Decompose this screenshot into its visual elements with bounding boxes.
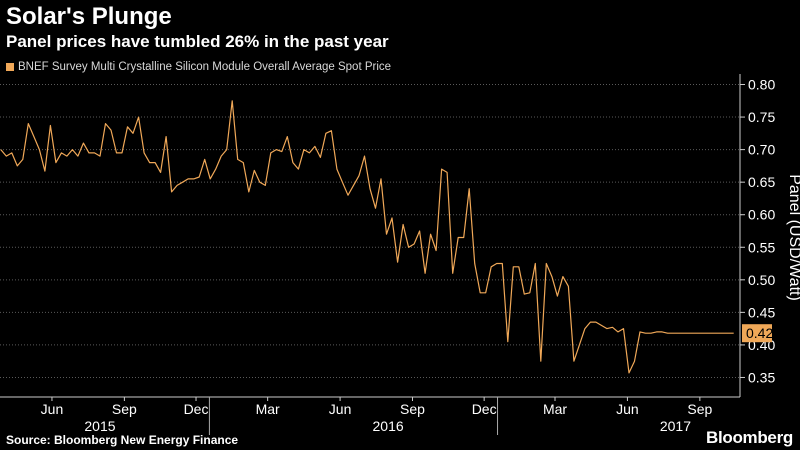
x-tick-label: Jun — [41, 401, 64, 417]
y-tick-label: 0.45 — [748, 304, 775, 320]
y-tick-label: 0.55 — [748, 239, 775, 255]
y-tick-label: 0.70 — [748, 142, 775, 158]
y-tick-label: 0.60 — [748, 207, 775, 223]
y-tick-label: 0.65 — [748, 174, 775, 190]
x-year-label: 2017 — [660, 418, 691, 434]
y-tick-label: 0.75 — [748, 109, 775, 125]
source-note: Source: Bloomberg New Energy Finance — [6, 433, 239, 447]
x-tick-label: Dec — [472, 401, 497, 417]
x-tick-label: Mar — [543, 401, 567, 417]
bloomberg-logo: Bloomberg — [705, 428, 793, 447]
x-tick-label: Sep — [400, 401, 425, 417]
series-line — [0, 100, 734, 374]
y-tick-label: 0.80 — [748, 77, 775, 93]
y-tick-label: 0.35 — [748, 369, 775, 385]
legend: BNEF Survey Multi Crystalline Silicon Mo… — [6, 61, 391, 73]
x-tick-label: Jun — [329, 401, 352, 417]
x-tick-label: Sep — [687, 401, 712, 417]
chart-subtitle: Panel prices have tumbled 26% in the pas… — [6, 32, 389, 51]
last-value-label: 0.42 — [746, 325, 773, 341]
x-tick-label: Dec — [184, 401, 209, 417]
x-tick-label: Sep — [112, 401, 137, 417]
chart-title: Solar's Plunge — [6, 3, 172, 30]
x-tick-label: Jun — [616, 401, 639, 417]
y-tick-label: 0.50 — [748, 272, 775, 288]
x-year-label: 2015 — [84, 418, 115, 434]
y-axis-label: Panel (USD/Watt) — [786, 174, 800, 301]
legend-swatch — [6, 63, 14, 71]
legend-label: BNEF Survey Multi Crystalline Silicon Mo… — [18, 61, 392, 73]
x-year-label: 2016 — [373, 418, 404, 434]
x-tick-label: Mar — [256, 401, 280, 417]
last-value-badge — [742, 324, 772, 343]
